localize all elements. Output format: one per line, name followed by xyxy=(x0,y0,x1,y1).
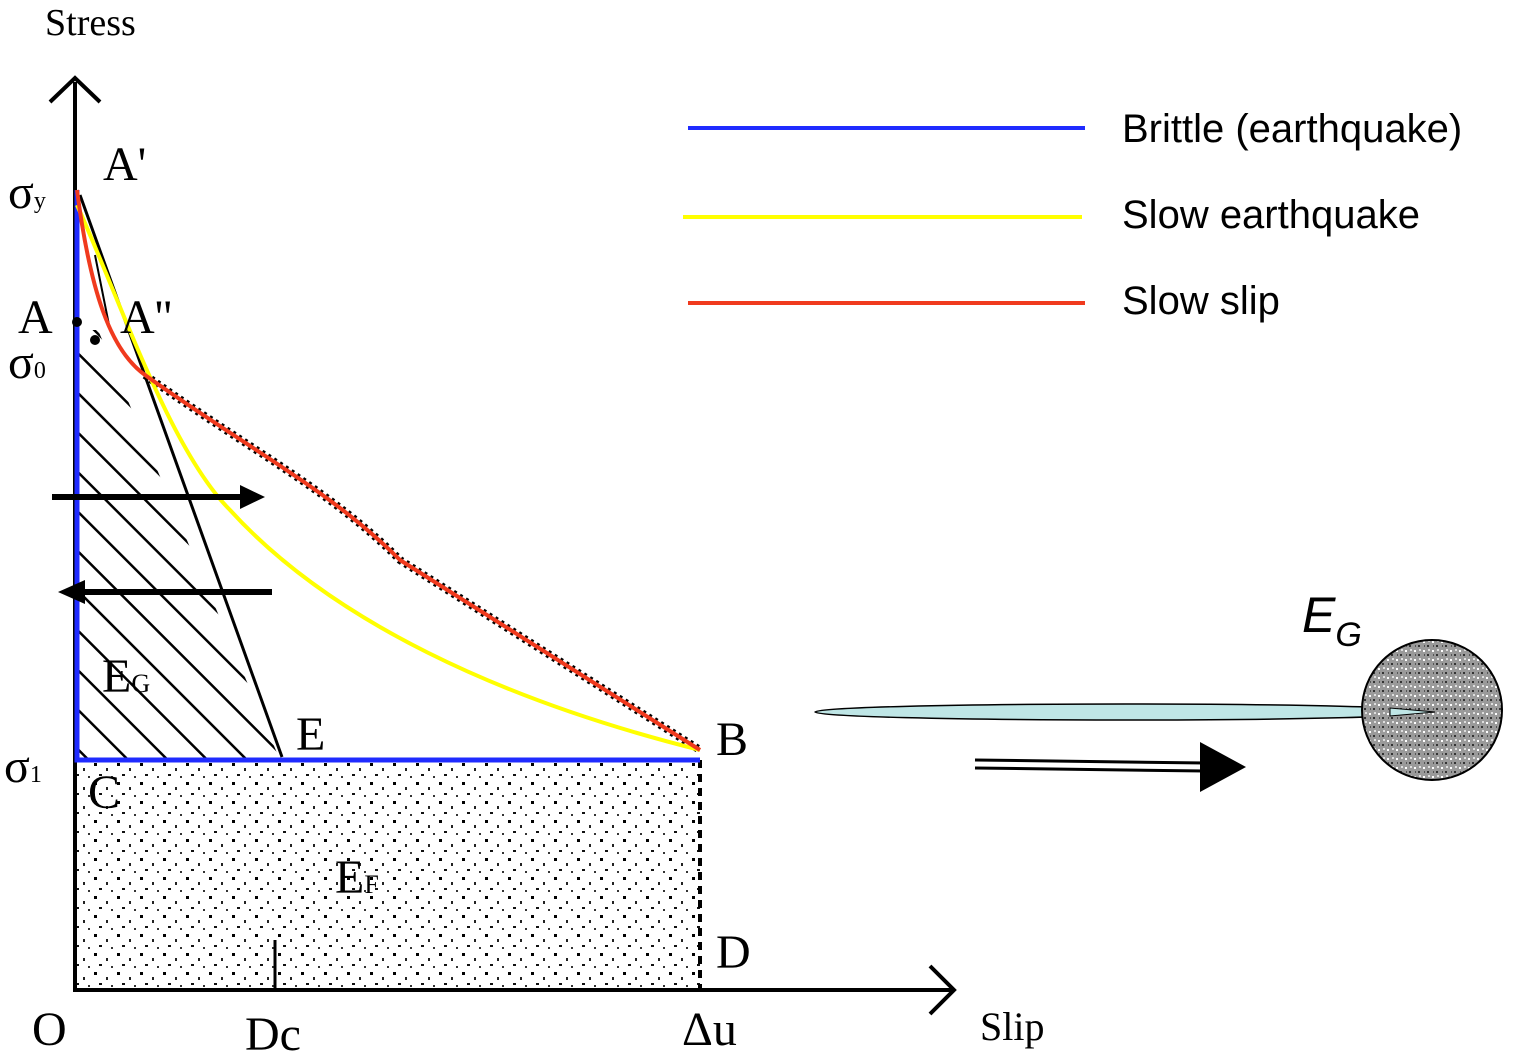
y-point-label: σ0 xyxy=(8,336,46,389)
x-axis-arrow xyxy=(928,964,957,1016)
subscript: F xyxy=(364,870,378,899)
double-arrow xyxy=(974,766,1206,773)
slow-slip-curve xyxy=(75,189,702,752)
symbol: E xyxy=(1302,587,1336,643)
arrow-head xyxy=(240,485,265,509)
symbol: σ xyxy=(8,166,34,219)
point-a-double-prime xyxy=(90,335,100,345)
energy-flow xyxy=(814,703,1436,721)
symbol: σ xyxy=(4,740,30,793)
hatched-area xyxy=(77,330,280,760)
point-label: D xyxy=(716,926,751,979)
point-label: A'' xyxy=(120,291,172,344)
subscript: y xyxy=(34,188,46,214)
subscript: G xyxy=(1335,616,1361,654)
legend-label: Slow slip xyxy=(1122,279,1280,323)
point-label: C xyxy=(88,766,120,819)
y-axis-arrow xyxy=(48,75,102,104)
subscript: 1 xyxy=(30,762,42,788)
sink-label: EG xyxy=(1302,587,1362,654)
point-label: A xyxy=(18,291,53,344)
energy-flow-tip xyxy=(1389,707,1436,717)
slow-earthquake-curve xyxy=(75,204,701,752)
point-label: B xyxy=(716,713,748,766)
x-point-label: Dc xyxy=(245,1008,301,1060)
symbol: σ xyxy=(8,336,34,389)
legend-label: Brittle (earthquake) xyxy=(1122,107,1462,151)
symbol: E xyxy=(335,851,364,904)
subscript: 0 xyxy=(34,358,46,384)
double-arrow-head xyxy=(1200,742,1246,792)
subscript: G xyxy=(131,669,150,698)
y-axis-label: Stress xyxy=(45,2,136,44)
legend-label: Slow earthquake xyxy=(1122,193,1420,237)
point-label: E xyxy=(296,708,325,761)
double-arrow xyxy=(974,758,1206,765)
y-point-label: σy xyxy=(8,166,46,219)
brittle-curve xyxy=(74,190,700,763)
arrow-head xyxy=(58,580,85,604)
y-point-label: σ1 xyxy=(4,740,42,793)
energy-sink xyxy=(1361,639,1503,781)
x-point-label: Δu xyxy=(682,1003,737,1056)
area-label: EG xyxy=(102,650,150,703)
symbol: E xyxy=(102,650,131,703)
point-label: A' xyxy=(103,138,146,191)
dotted-area xyxy=(77,760,700,990)
x-point-label: O xyxy=(32,1003,67,1056)
area-label: EF xyxy=(335,851,379,904)
point-a xyxy=(72,317,82,327)
weakening-line xyxy=(94,254,111,331)
x-axis-label: Slip xyxy=(980,1004,1044,1049)
